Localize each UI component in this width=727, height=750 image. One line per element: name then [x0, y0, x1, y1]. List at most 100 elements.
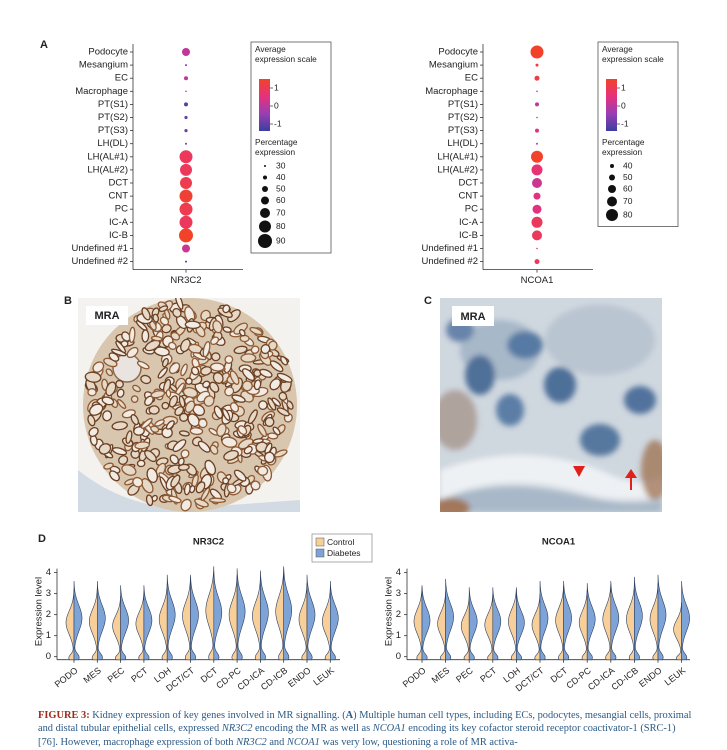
tubule — [202, 340, 211, 358]
tubule — [140, 417, 153, 429]
tubule — [165, 389, 172, 398]
y-tick-label: Podocyte — [88, 47, 128, 58]
tubule — [240, 353, 257, 363]
violin-half — [182, 576, 191, 661]
tubule — [157, 367, 168, 379]
tubule — [216, 423, 227, 437]
y-tick-label: PT(S3) — [448, 125, 478, 136]
caption-text: NCOA1 — [286, 736, 320, 748]
tubule — [88, 426, 99, 438]
y-tick-label: Podocyte — [438, 47, 478, 58]
tubule — [115, 340, 127, 354]
violin-half — [283, 566, 293, 661]
tubule — [222, 326, 232, 333]
violin-half — [73, 581, 83, 661]
tubule — [241, 368, 255, 382]
dot — [184, 129, 188, 133]
violin-half — [190, 574, 199, 661]
tubule — [212, 372, 224, 384]
color-scale — [259, 79, 270, 131]
y-axis-label: Expression level — [384, 577, 395, 646]
histology-image — [440, 298, 662, 512]
chart-title: NCOA1 — [542, 537, 576, 548]
legend-box — [597, 41, 679, 227]
tubule — [238, 328, 246, 337]
size-legend-dot — [262, 186, 268, 192]
tubule — [172, 307, 182, 318]
violin-half — [563, 581, 572, 661]
color-scale-label: 0 — [621, 100, 626, 110]
tubule — [253, 379, 262, 391]
tubule — [118, 455, 129, 465]
violin-half — [413, 587, 423, 661]
size-legend-dot — [609, 174, 615, 181]
violin-half — [508, 587, 517, 661]
tubule — [209, 362, 225, 372]
tubule — [177, 463, 190, 471]
violin-half — [298, 583, 308, 661]
legend-swatch — [315, 548, 325, 558]
violin-half — [421, 585, 431, 661]
dot — [179, 202, 193, 216]
x-tick-label: CD-ICB — [610, 665, 641, 692]
size-legend-label: 70 — [276, 207, 286, 217]
tubule — [134, 441, 151, 450]
tubule — [257, 465, 269, 476]
violin-half — [135, 591, 145, 661]
tubule — [84, 371, 102, 383]
x-axis-label: NR3C2 — [170, 275, 201, 286]
dot — [532, 230, 542, 241]
tubule — [204, 459, 217, 476]
tubule — [145, 494, 154, 507]
tubule — [269, 378, 282, 391]
tubule — [221, 436, 238, 448]
y-tick-label: 2 — [46, 609, 51, 620]
tubule — [258, 400, 268, 411]
tubule — [241, 380, 253, 392]
tubule — [200, 487, 211, 502]
dot — [532, 204, 542, 214]
tubule — [174, 298, 184, 310]
caption-text: A — [345, 710, 354, 721]
dot — [536, 247, 538, 250]
tubule — [125, 430, 133, 444]
image-label: MRA — [460, 311, 485, 323]
chart-title: NR3C2 — [193, 537, 224, 548]
y-tick-label: IC-A — [459, 217, 479, 228]
size-legend-dot — [258, 234, 272, 248]
tubule — [183, 483, 191, 496]
tubule — [111, 447, 128, 456]
size-legend-dot — [606, 209, 618, 221]
violin-half — [516, 589, 525, 661]
dot — [532, 178, 542, 188]
tubule — [224, 386, 235, 397]
dot — [534, 75, 540, 81]
violin-half — [120, 585, 129, 661]
x-tick-label: MES — [430, 665, 452, 685]
caption-text: NR3C2 — [221, 723, 253, 735]
color-scale — [606, 79, 617, 131]
tubule — [130, 414, 140, 426]
tubule — [264, 416, 275, 428]
tubule — [197, 440, 211, 453]
caption-text: and — [266, 736, 287, 748]
violin-half — [445, 578, 454, 661]
tubule — [180, 498, 192, 512]
dot — [536, 116, 538, 119]
tubule — [278, 391, 288, 401]
dot — [531, 150, 543, 163]
tubule — [117, 399, 127, 409]
violin-half — [649, 583, 659, 661]
legend-title: Average expression scale — [255, 44, 317, 64]
tubule — [212, 320, 223, 334]
image-label-box — [86, 306, 128, 325]
tubule — [189, 427, 204, 436]
y-tick-label: 0 — [396, 651, 401, 662]
tubule — [168, 362, 181, 375]
dot — [179, 215, 193, 229]
y-tick-label: 3 — [396, 588, 401, 599]
legend-title: Average expression scale — [602, 44, 664, 64]
tubule — [154, 419, 165, 427]
tubule — [101, 396, 115, 406]
